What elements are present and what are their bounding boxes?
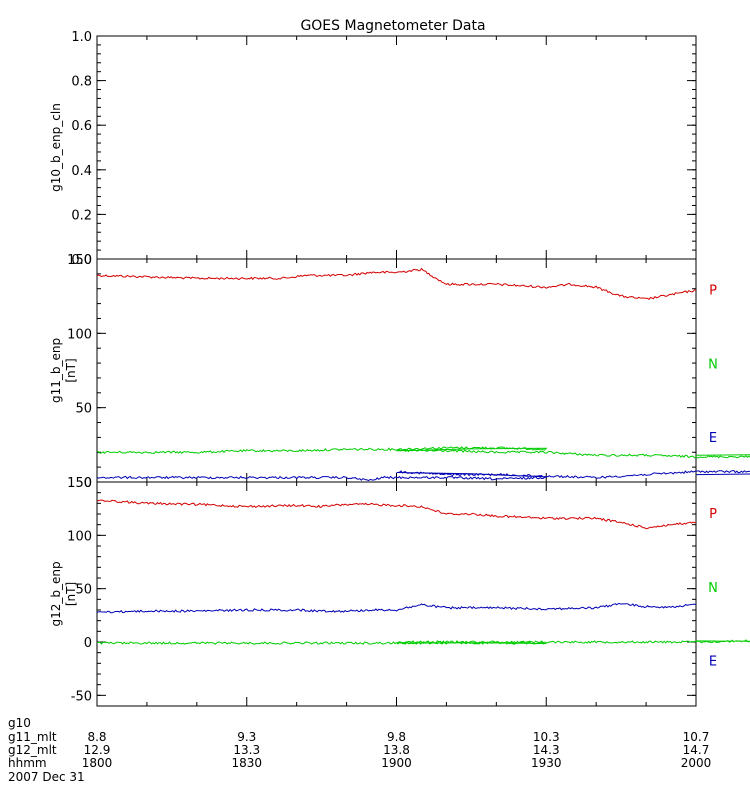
- panel-2: 0 50 100 150 g11_b_enp [nT]: [49, 253, 750, 491]
- x-row-value: 12.9: [84, 743, 111, 757]
- x-row-value: 8.8: [87, 730, 106, 744]
- y-tick-label: 1.0: [71, 30, 92, 45]
- y-axis-label: g12_b_enp: [49, 561, 63, 626]
- series-line-E: [96, 469, 750, 482]
- y-tick-label: 50: [75, 583, 92, 598]
- side-label-E: E: [709, 431, 717, 446]
- y-tick-label: 0.8: [71, 75, 92, 90]
- y-axis-unit: [nT]: [64, 582, 78, 606]
- y-tick-label: 150: [67, 476, 92, 491]
- x-row-label: g11_mlt: [8, 730, 57, 744]
- x-row-label: g12_mlt: [8, 743, 57, 757]
- x-row-value: 1900: [381, 756, 412, 770]
- date-label: 2007 Dec 31: [8, 770, 85, 784]
- y-tick-label: 100: [67, 327, 92, 342]
- y-tick-label: 0.2: [71, 208, 92, 223]
- y-tick-label: 0.0: [71, 253, 92, 268]
- x-row-value: 13.3: [233, 743, 260, 757]
- series-line-N: [97, 639, 750, 645]
- panel-1: 0.0 0.2 0.4 0.6 0.8 1.0 g10_b_enp_cln: [49, 30, 697, 268]
- panels: 0.0 0.2 0.4 0.6 0.8 1.0 g10_b_enp_cln 0 50 100 150…: [49, 30, 750, 707]
- x-row-value: 13.8: [383, 743, 410, 757]
- panel-3: -50 0 50 100 150 g12_b_enp [nT]: [49, 476, 750, 707]
- side-label-P: P: [709, 284, 717, 299]
- x-row-value: 1930: [531, 756, 562, 770]
- y-axis-label: g10_b_enp_cln: [49, 103, 63, 192]
- panel-frame: [96, 258, 697, 483]
- side-label-E: E: [709, 655, 717, 670]
- series-line-P: [96, 499, 697, 530]
- x-row-value: 14.7: [683, 743, 710, 757]
- x-row-label: hhmm: [8, 756, 47, 770]
- series-line-P: [96, 267, 697, 301]
- side-label-P: P: [709, 507, 717, 522]
- side-label-N: N: [708, 581, 718, 596]
- panel-frame: [96, 481, 697, 707]
- x-row-value: 9.3: [237, 730, 256, 744]
- y-axis-unit: [nT]: [64, 358, 78, 382]
- x-row-value: 1830: [231, 756, 262, 770]
- x-row-value: 10.3: [533, 730, 560, 744]
- y-tick-label: 0: [84, 476, 92, 491]
- x-row-value: 14.3: [533, 743, 560, 757]
- series-line-N: [96, 446, 750, 459]
- x-row-value: 2000: [681, 756, 712, 770]
- y-tick-label: -50: [71, 689, 92, 704]
- y-tick-label: 150: [67, 253, 92, 268]
- series-side-labels: P N E P N E: [708, 284, 718, 670]
- x-row-label: g10: [8, 716, 31, 730]
- panel-frame: [96, 35, 697, 260]
- y-tick-label: 0.4: [71, 164, 92, 179]
- y-tick-label: 0.6: [71, 119, 92, 134]
- x-row-value: 9.8: [387, 730, 406, 744]
- x-row-value: 10.7: [683, 730, 710, 744]
- side-label-N: N: [708, 357, 718, 372]
- x-row-value: 1800: [82, 756, 113, 770]
- series-line-E: [96, 603, 697, 614]
- y-tick-label: 100: [67, 529, 92, 544]
- y-tick-label: 0: [84, 636, 92, 651]
- y-axis-label: g11_b_enp: [49, 338, 63, 403]
- y-tick-label: 50: [75, 402, 92, 417]
- chart-title: GOES Magnetometer Data: [300, 18, 485, 34]
